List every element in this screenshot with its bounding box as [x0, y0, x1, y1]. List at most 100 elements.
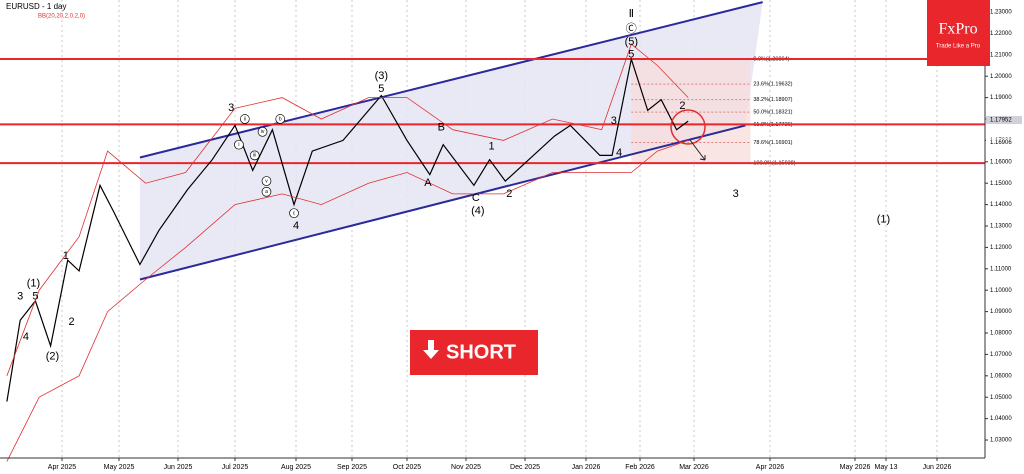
wave-label: Ⓒ: [626, 22, 637, 35]
wave-label-small: iii: [253, 153, 256, 159]
wave-circle: [239, 114, 250, 124]
button-label: SHORT: [446, 341, 516, 363]
x-tick-label: Apr 2025: [48, 464, 77, 471]
fib-label: 38.2%(1.18907): [753, 97, 792, 103]
y-tick-label: 1.04000: [990, 416, 1012, 422]
wave-label: Ⅱ: [629, 8, 634, 20]
price-marker-label: 1.16906: [990, 140, 1012, 146]
y-tick-label: 1.11000: [990, 266, 1012, 272]
wave-label: (1): [877, 213, 890, 225]
wave-label: C: [472, 192, 480, 204]
y-tick-label: 1.13000: [990, 224, 1012, 230]
wave-label: 3: [733, 188, 739, 200]
wave-label-small: b: [279, 116, 282, 122]
channel-line: [139, 1, 763, 159]
fib-label: 78.6%(1.16901): [753, 140, 792, 146]
direction-arrow: [689, 139, 706, 161]
wave-label: 2: [679, 100, 685, 112]
channel-line: [139, 124, 746, 281]
y-tick-label: 1.08000: [990, 331, 1012, 337]
highlight-circle: [670, 109, 706, 145]
wave-label-small: i: [238, 142, 239, 148]
wave-circle: [234, 139, 244, 150]
x-tick-label: Apr 2026: [756, 464, 785, 471]
y-tick-label: 1.05000: [990, 395, 1012, 401]
wave-label: 4: [23, 331, 29, 343]
wave-circle: [289, 208, 299, 219]
wave-label-small: v: [265, 178, 268, 184]
wave-label: 5: [32, 291, 38, 303]
down-arrow-icon: [423, 340, 439, 359]
x-tick-label: Dec 2025: [510, 464, 540, 471]
x-tick-label: Nov 2025: [451, 464, 481, 471]
y-tick-label: 1.07000: [990, 352, 1012, 358]
wave-label-small: iv: [261, 129, 265, 135]
x-tick-label: May 2025: [104, 464, 135, 471]
y-tick-label: 1.12000: [990, 245, 1012, 251]
logo: [927, 0, 990, 66]
wave-label: 2: [506, 188, 512, 200]
wave-circle: [261, 176, 272, 186]
indicator-label: BB(20,20,2,0,2,0): [38, 14, 85, 20]
y-tick-label: 1.19000: [990, 95, 1012, 101]
wave-label: 5: [378, 83, 384, 95]
wave-label: (3): [375, 70, 388, 82]
wave-circle: [261, 186, 272, 197]
wave-label: 2: [68, 316, 74, 328]
x-tick-label: Jul 2025: [222, 464, 249, 471]
x-tick-label: Feb 2026: [625, 464, 655, 471]
y-tick-label: 1.09000: [990, 309, 1012, 315]
wave-label: 4: [616, 147, 622, 159]
wave-label: 1: [63, 250, 69, 262]
wave-label-small: c: [293, 210, 296, 216]
band-line: [6, 140, 689, 462]
y-tick-label: 1.16000: [990, 159, 1012, 165]
wave-label-small: a: [265, 189, 268, 195]
wave-label: 3: [228, 102, 234, 114]
x-tick-label: May 13: [875, 464, 898, 471]
wave-label: 3: [611, 115, 617, 127]
x-tick-label: Oct 2025: [393, 464, 422, 471]
chart-title: EURUSD - 1 day: [6, 2, 66, 11]
y-tick-label: 1.06000: [990, 373, 1012, 379]
wave-label: 5: [628, 49, 634, 61]
y-tick-label: 1.22000: [990, 31, 1012, 37]
wave-label: A: [424, 177, 432, 189]
wave-circle: [249, 150, 260, 161]
fib-label: 50.0%(1.18321): [753, 110, 792, 116]
wave-label: (2): [46, 350, 59, 362]
x-tick-label: Jun 2025: [164, 464, 193, 471]
x-tick-label: May 2026: [840, 464, 871, 471]
logo-text: FxPro: [938, 21, 977, 38]
x-tick-label: Jan 2026: [572, 464, 601, 471]
wave-label-small: ii: [244, 116, 246, 122]
y-tick-label: 1.10000: [990, 288, 1012, 294]
wave-label: 3: [17, 291, 23, 303]
x-tick-label: Jun 2026: [923, 464, 952, 471]
y-tick-label: 1.20000: [990, 74, 1012, 80]
fib-label: 23.6%(1.19632): [753, 82, 792, 88]
price-line: [6, 56, 689, 402]
wave-label: 1: [489, 141, 495, 153]
logo-tagline: Trade Like a Pro: [936, 44, 981, 50]
wave-label: (4): [471, 205, 484, 217]
y-tick-label: 1.14000: [990, 202, 1012, 208]
x-tick-label: Mar 2026: [679, 464, 709, 471]
wave-circle: [257, 126, 268, 137]
y-tick-label: 1.03000: [990, 438, 1012, 444]
wave-circle: [275, 114, 286, 124]
wave-label: B: [438, 121, 445, 133]
band-line: [6, 43, 689, 376]
price-marker: [986, 116, 1022, 125]
y-tick-label: 1.21000: [990, 52, 1012, 58]
x-tick-label: Sep 2025: [337, 464, 367, 471]
wave-label: 4: [293, 220, 299, 232]
wave-label: (1): [27, 278, 40, 290]
price-marker: [986, 138, 1022, 147]
wave-label: (5): [625, 36, 638, 48]
y-tick-label: 1.23000: [990, 10, 1012, 16]
price-marker-label: 1.17952: [990, 118, 1012, 124]
fib-zone: [631, 58, 751, 164]
